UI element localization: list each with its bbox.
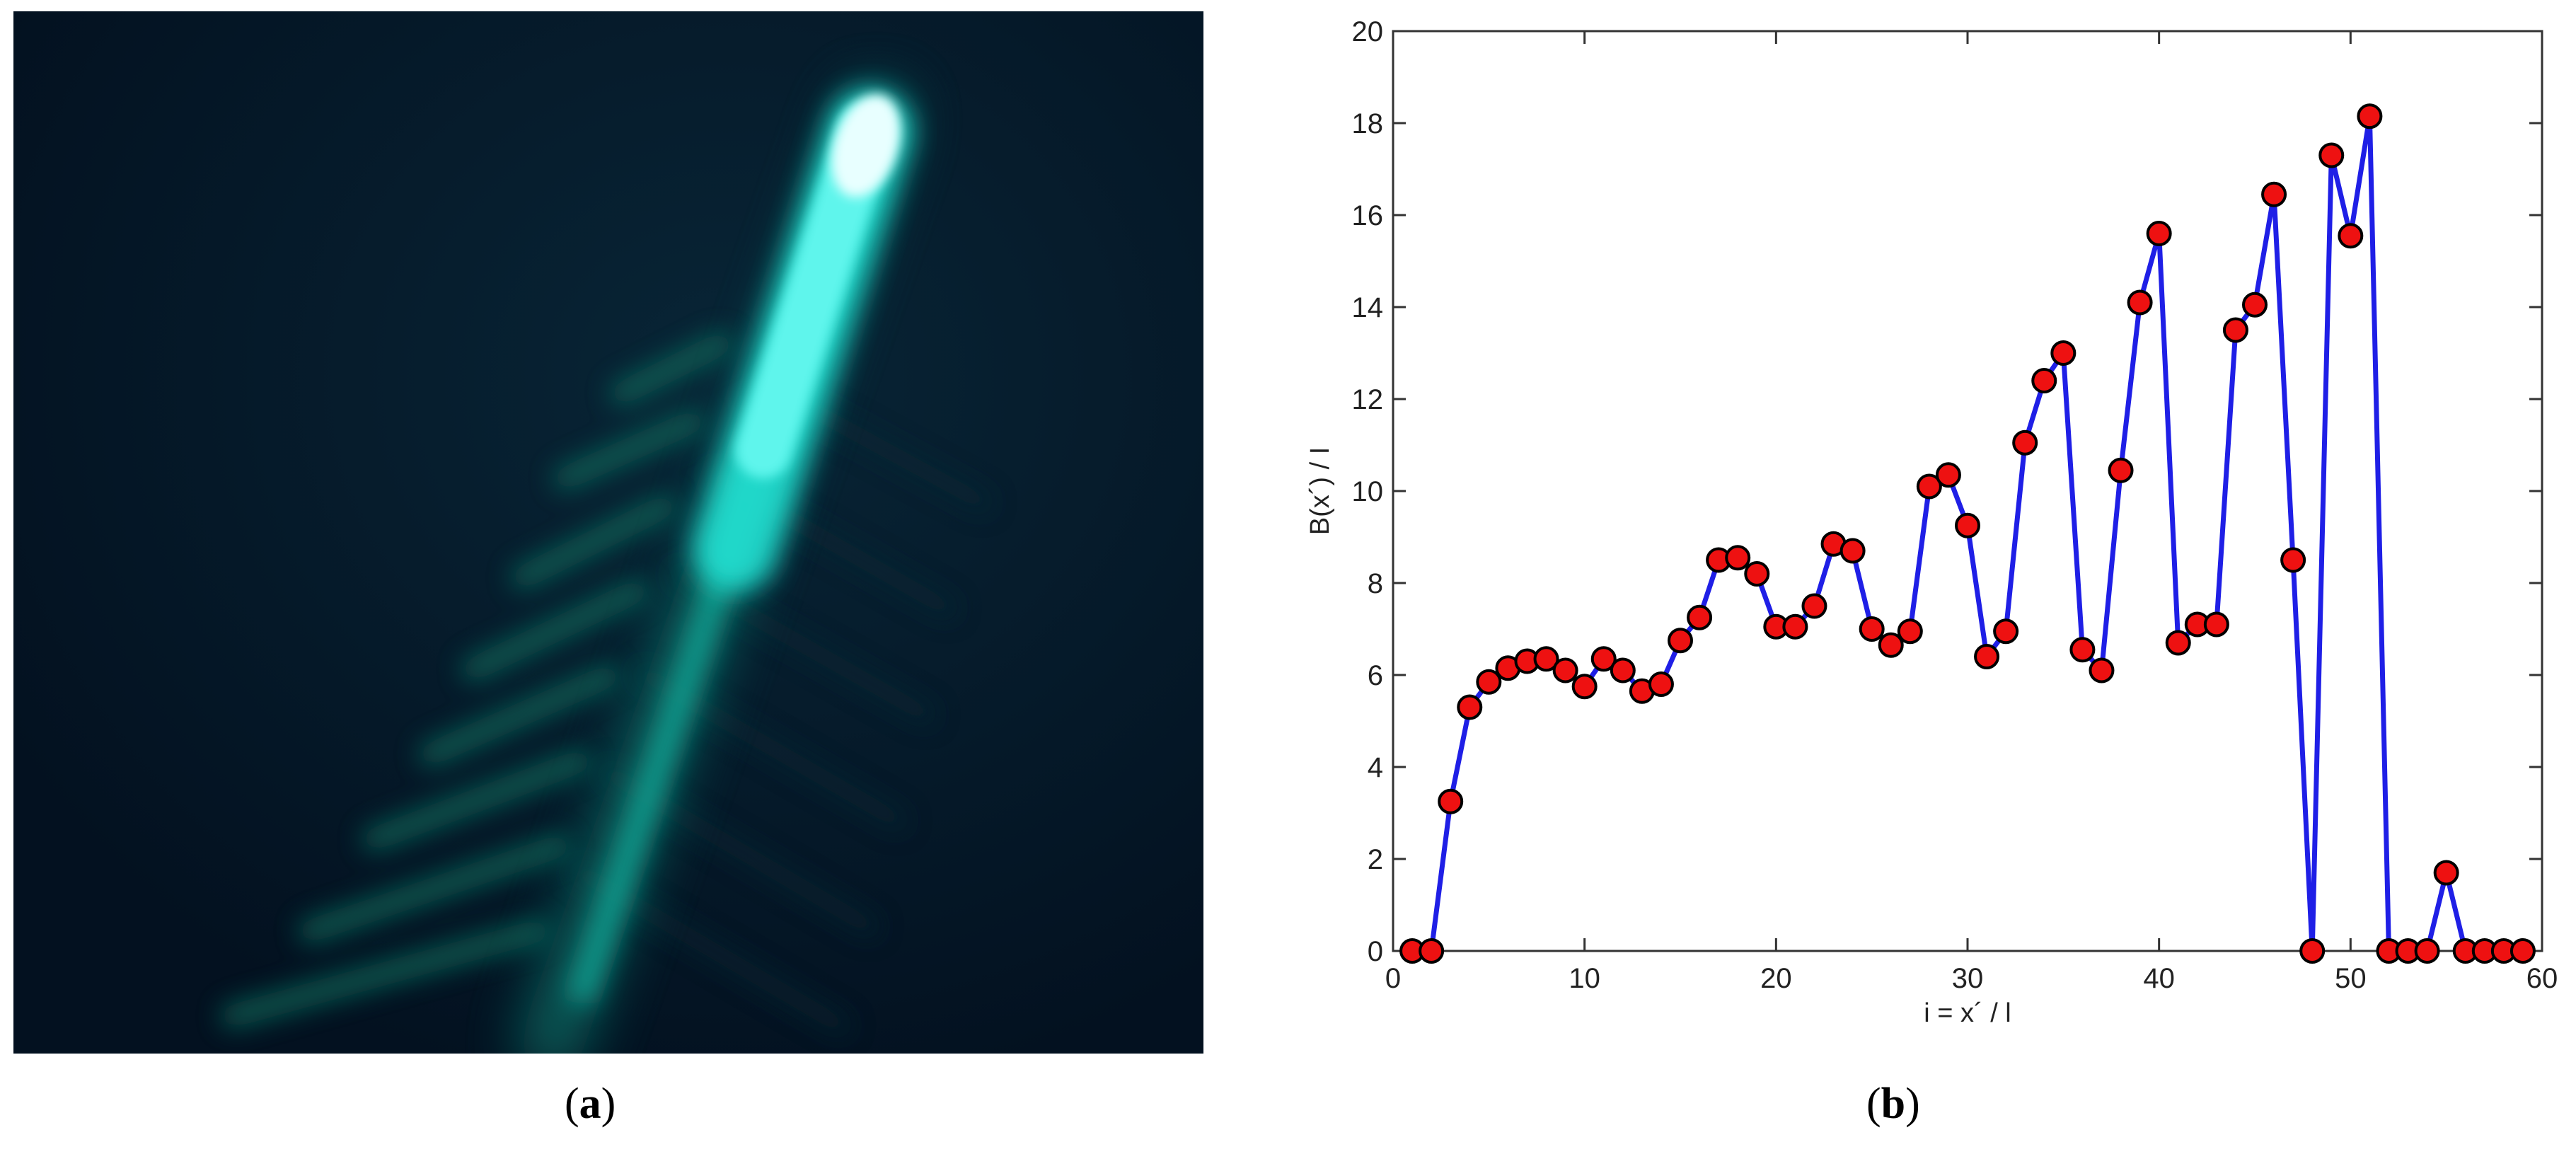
data-point <box>2069 637 2096 663</box>
y-tick-label: 6 <box>1368 660 1383 691</box>
data-point <box>2108 457 2134 483</box>
data-point <box>1648 671 1674 697</box>
y-axis-label: B(x´) / I <box>1305 447 1335 536</box>
data-point <box>1571 674 1598 700</box>
data-point <box>2127 289 2153 316</box>
data-point <box>2414 938 2440 964</box>
data-point <box>1725 545 1751 571</box>
plot-area <box>1392 30 2543 952</box>
y-tick-label: 12 <box>1352 384 1384 415</box>
data-point <box>1438 788 1464 814</box>
x-tick-label: 60 <box>2526 963 2558 994</box>
data-point <box>1610 657 1636 683</box>
data-point <box>1878 632 1904 658</box>
data-point <box>1993 618 2019 645</box>
series-markers <box>1399 103 2536 964</box>
data-point <box>1801 593 1827 619</box>
microscopy-image <box>13 11 1203 1054</box>
y-axis: 0 2 4 6 8 10 12 14 16 18 20 <box>1352 16 2542 967</box>
data-point <box>1839 538 1866 564</box>
y-tick-label: 4 <box>1368 752 1383 783</box>
x-tick-label: 10 <box>1569 963 1600 994</box>
data-point <box>2318 142 2345 168</box>
data-point <box>1552 657 1578 683</box>
data-point <box>1935 462 1961 488</box>
y-tick-label: 10 <box>1352 476 1384 507</box>
x-axis-label: i = x´ / l <box>1924 998 2011 1028</box>
data-point <box>2338 223 2364 249</box>
data-point <box>1744 561 1770 587</box>
data-point <box>1476 669 1502 695</box>
data-point <box>2050 340 2077 366</box>
y-tick-label: 2 <box>1368 844 1383 875</box>
chart: 0 2 4 6 8 10 12 14 16 18 20 0 10 20 30 40 50 60 i = x´ /… <box>1305 16 2558 1028</box>
data-point <box>2146 221 2172 246</box>
data-point <box>1916 473 1942 500</box>
data-point <box>2165 630 2191 656</box>
x-tick-label: 30 <box>1952 963 1984 994</box>
data-point <box>1687 604 1713 630</box>
data-point <box>2261 181 2287 207</box>
data-point <box>1457 694 1483 720</box>
y-tick-label: 0 <box>1368 936 1383 967</box>
data-point <box>2031 368 2057 393</box>
data-point <box>1974 644 2000 669</box>
y-tick-label: 8 <box>1368 568 1383 599</box>
x-tick-label: 50 <box>2335 963 2367 994</box>
y-tick-label: 18 <box>1352 108 1384 139</box>
data-point <box>2509 938 2536 964</box>
data-point <box>1590 646 1617 672</box>
data-point <box>2357 103 2383 129</box>
x-tick-label: 20 <box>1760 963 1792 994</box>
data-point <box>1668 628 1693 654</box>
data-point <box>1782 613 1808 640</box>
data-point <box>1955 512 1980 538</box>
data-point <box>2299 938 2326 964</box>
cell-image-graphic <box>13 11 1203 1054</box>
data-point <box>1419 938 1445 964</box>
data-point <box>1859 616 1885 642</box>
data-point <box>1533 646 1559 672</box>
panel-a-caption: (a) <box>565 1080 616 1128</box>
panel-b-caption: (b) <box>1866 1080 1920 1128</box>
data-point <box>1897 618 1923 645</box>
data-point <box>2433 860 2459 886</box>
y-tick-label: 20 <box>1352 16 1384 47</box>
data-point <box>2012 429 2038 456</box>
x-axis: 0 10 20 30 40 50 60 <box>1385 31 2558 994</box>
data-point <box>2222 317 2248 343</box>
x-tick-label: 40 <box>2143 963 2175 994</box>
data-point <box>2089 657 2115 683</box>
x-tick-label: 0 <box>1385 963 1401 994</box>
y-tick-label: 14 <box>1352 292 1384 323</box>
data-point <box>2280 547 2306 573</box>
data-point <box>2242 292 2268 318</box>
data-point <box>2203 611 2229 638</box>
y-tick-label: 16 <box>1352 200 1384 231</box>
